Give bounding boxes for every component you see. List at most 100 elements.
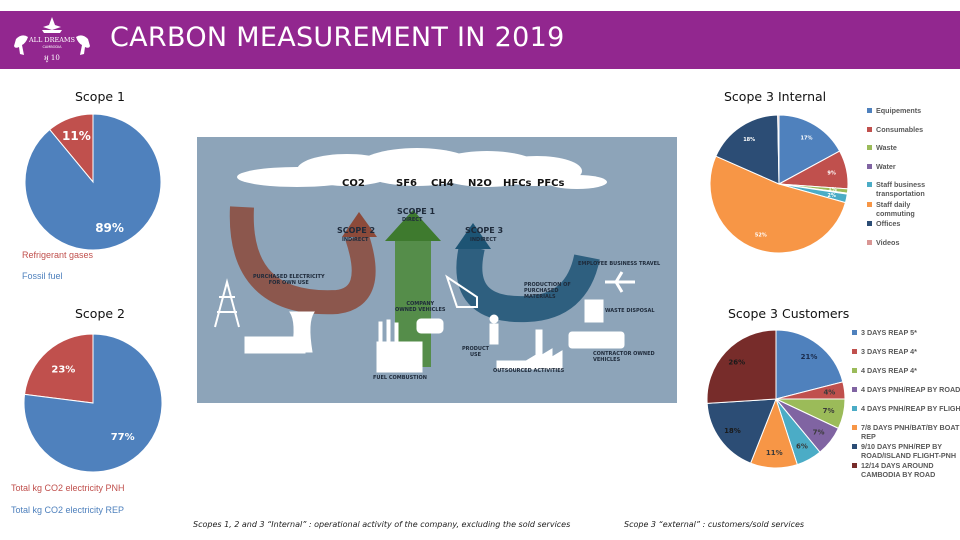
all-dreams-logo: ALL DREAMS CAMBODIA អូ 10 xyxy=(14,17,90,63)
pie-data-label: 7% xyxy=(813,428,825,436)
legend-swatch xyxy=(852,406,857,411)
label-company-vehicles: COMPANY OWNED VEHICLES xyxy=(395,301,446,313)
scope3-internal-legend: Equipements Consumables Waste Water Staff bu… xyxy=(867,106,957,247)
footnote-internal: Scopes 1, 2 and 3 “Internal” : operation… xyxy=(193,520,571,529)
person-icon xyxy=(489,314,499,324)
scope3-internal-title: Scope 3 Internal xyxy=(724,89,827,104)
pie-data-label: 77% xyxy=(111,432,135,443)
header-banner: ALL DREAMS CAMBODIA អូ 10 CARBON MEASURE… xyxy=(0,11,960,69)
scope3-customers-legend: 3 DAYS REAP 5* 3 DAYS REAP 4* 4 DAYS REAP … xyxy=(852,328,960,479)
pie-slice-equipements xyxy=(778,114,841,185)
legend-label: Staff business transportation xyxy=(876,180,926,198)
gas-pfcs: PFCs xyxy=(537,178,565,189)
scope3-internal-pie-chart: 17% 9% 1%2% 52% 18% xyxy=(709,114,849,254)
legend-item: Staff daily commuting xyxy=(867,200,915,218)
legend-item: 4 DAYS PNH/REAP BY ROAD xyxy=(852,385,960,394)
legend-label: Water xyxy=(876,161,896,171)
scope2-title: Scope 2 xyxy=(75,306,126,321)
pie-slice-9-10-days-pnh-rep-by-road-island-flight-pnh xyxy=(706,398,777,464)
legend-label: Videos xyxy=(876,237,900,247)
legend-swatch xyxy=(867,126,872,132)
pie-data-label: 23% xyxy=(51,365,75,376)
scope3-customers-title: Scope 3 Customers xyxy=(728,306,850,321)
pie-data-label: 21% xyxy=(801,353,818,361)
legend-item: Videos xyxy=(867,238,899,247)
scope3-customers-pie-chart: 21% 4% 7% 7% 6% 11% 18% 26% xyxy=(706,329,846,469)
pie-data-label: 26% xyxy=(728,358,745,366)
legend-swatch xyxy=(867,145,872,150)
scope2-arrow xyxy=(229,206,376,315)
gas-co2: CO2 xyxy=(342,178,365,189)
legend-item: 7/8 DAYS PNH/BAT/BY BOAT REP xyxy=(852,423,959,441)
dancer-left-icon xyxy=(14,35,28,55)
legend-swatch xyxy=(867,182,872,187)
pie-data-label: 18% xyxy=(743,137,755,143)
label-outsourced: OUTSOURCED ACTIVITIES xyxy=(493,368,565,374)
pie-data-label: 11% xyxy=(62,129,91,143)
scope1-title: Scope 1 xyxy=(75,89,126,104)
legend-label: Waste xyxy=(876,143,897,152)
legend-label: 3 DAYS REAP 5* xyxy=(861,328,917,337)
svg-text:អូ 10: អូ 10 xyxy=(44,54,60,63)
pie-data-label: 7% xyxy=(823,407,835,415)
label-product-use: PRODUCT USE xyxy=(462,346,490,358)
pie-data-label: 17% xyxy=(801,135,813,141)
legend-item: Equipements xyxy=(867,106,921,115)
scope3-label: SCOPE 3 xyxy=(465,226,504,235)
legend-swatch xyxy=(852,463,857,468)
legend-swatch xyxy=(867,239,872,245)
legend-item: 12/14 DAYS AROUND CAMBODIA BY ROAD xyxy=(852,461,935,479)
legend-label: 4 DAYS PNH/REAP BY FLIGHT xyxy=(861,404,960,413)
legend-label: Staff daily commuting xyxy=(876,200,915,218)
scope2-legend-pnh: Total kg CO2 electricity PNH xyxy=(11,483,125,493)
temple-icon xyxy=(43,17,61,30)
label-production: PRODUCTION OF PURCHASED MATERIALS xyxy=(524,282,571,300)
legend-label: Equipements xyxy=(876,106,922,115)
ghg-scopes-diagram: CO2 SF6 CH4 N2O HFCs PFCs SCOPE 1 DIRECT… xyxy=(197,137,677,403)
pie-data-label: 9% xyxy=(827,170,836,176)
scope1-legend-fossil: Fossil fuel xyxy=(22,271,63,281)
factory-icon xyxy=(376,341,423,373)
label-waste-disposal: WASTE DISPOSAL xyxy=(605,308,655,314)
legend-swatch xyxy=(867,108,872,113)
gas-hfcs: HFCs xyxy=(503,178,532,189)
bus-icon xyxy=(568,331,625,349)
pie-data-label: 4% xyxy=(823,389,835,397)
pie-slice-3-days-reap-5- xyxy=(775,329,844,400)
legend-swatch xyxy=(852,444,857,449)
legend-swatch xyxy=(852,349,857,354)
legend-swatch xyxy=(852,330,857,335)
scope1-legend-refrigerant: Refrigerant gases xyxy=(22,250,94,260)
crane-icon xyxy=(445,274,478,308)
pie-slice-total-kg-co2-electricity-pnh xyxy=(23,333,94,404)
legend-item: Offices xyxy=(867,219,900,228)
gas-ch4: CH4 xyxy=(431,178,454,189)
legend-swatch xyxy=(867,202,872,207)
legend-label: 7/8 DAYS PNH/BAT/BY BOAT REP xyxy=(861,423,960,441)
page-title: CARBON MEASUREMENT IN 2019 xyxy=(110,22,565,53)
legend-item: Water xyxy=(867,162,896,171)
pie-data-label: 11% xyxy=(766,449,783,457)
svg-text:CAMBODIA: CAMBODIA xyxy=(42,45,62,49)
legend-label: 9/10 DAYS PNH/REP BY ROAD/ISLAND FLIGHT-… xyxy=(861,442,957,460)
airplane-icon xyxy=(605,271,635,293)
legend-label: 12/14 DAYS AROUND CAMBODIA BY ROAD xyxy=(861,461,936,479)
legend-swatch xyxy=(867,221,872,226)
scope1-label: SCOPE 1 xyxy=(397,207,436,216)
outsourced-factory-icon xyxy=(496,329,563,370)
pie-data-label: 1% xyxy=(828,187,837,193)
pie-data-label: 89% xyxy=(95,221,124,235)
cloud-icon xyxy=(237,148,607,189)
scope1-pie-chart: 11% 89% xyxy=(24,113,162,251)
legend-label: Consumables xyxy=(876,124,924,134)
scope3-arrow xyxy=(456,244,600,323)
scope2-label: SCOPE 2 xyxy=(337,226,376,235)
pie-slice-12-14-days-around-cambodia-by-road xyxy=(706,329,777,404)
footnote-external: Scope 3 “external” : customers/sold serv… xyxy=(624,520,805,529)
legend-label: 3 DAYS REAP 4* xyxy=(861,347,917,356)
pie-slice-total-kg-co2-electricity-rep xyxy=(23,333,163,473)
legend-swatch xyxy=(852,368,857,373)
dancer-right-icon xyxy=(76,35,90,55)
power-pylon-icon xyxy=(214,278,240,328)
legend-item: 3 DAYS REAP 5* xyxy=(852,328,917,337)
